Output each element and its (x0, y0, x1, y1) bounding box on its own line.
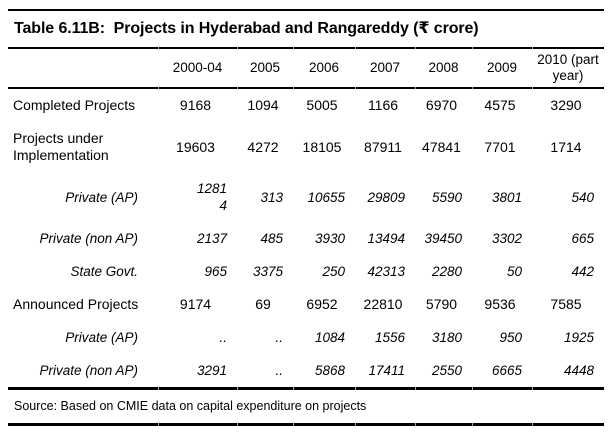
table-cell: 5868 (314, 363, 345, 378)
column-header-2005: 2005 (249, 60, 281, 75)
row-label: Private (AP) (65, 330, 138, 345)
column-header-blank (8, 49, 158, 87)
table-cell: 6970 (425, 97, 458, 113)
table-cell: 1166 (367, 97, 399, 113)
row-projects-under-implementation: Projects under Implementation 19603 4272… (8, 122, 604, 172)
table-cell: 3290 (550, 97, 582, 113)
table-cell: 1925 (563, 330, 594, 345)
header-row: 2000-04 2005 2006 2007 2008 2009 2010 (p… (8, 49, 604, 87)
row-announced-projects: Announced Projects 9174 69 6952 22810 57… (8, 288, 604, 321)
table-cell: 3302 (491, 231, 522, 246)
table-cell: 3801 (491, 189, 522, 205)
table-cell: .. (219, 330, 227, 345)
table-cell: 9536 (484, 296, 516, 312)
table-cell: 19603 (176, 138, 215, 155)
column-header-2007: 2007 (369, 60, 401, 75)
row-label: Announced Projects (13, 296, 139, 312)
row-completed-projects: Completed Projects 9168 1094 5005 1166 6… (8, 89, 604, 122)
table-cell: 1094 (247, 97, 279, 113)
table-cell: 250 (322, 264, 345, 279)
title-row: Table 6.11B: Projects in Hyderabad and R… (8, 11, 604, 47)
table-cell: 3291 (196, 363, 227, 378)
wrapped-value: 1281 4 (196, 181, 227, 213)
row-state-govt: State Govt. 965 3375 250 42313 2280 50 4… (8, 255, 604, 288)
table-cell: 2550 (431, 363, 462, 378)
rule-below-header (8, 87, 604, 89)
table-cell: 1281 4 (158, 172, 237, 222)
table-cell: 69 (255, 296, 271, 312)
table-cell: 22810 (363, 296, 403, 312)
rule-line (8, 423, 604, 426)
table-cell: 485 (260, 231, 283, 246)
rule-line (8, 87, 604, 89)
rule-top (8, 9, 604, 11)
table-cell: 4448 (563, 363, 594, 378)
table-cell: 4575 (484, 97, 516, 113)
table-cell: 4272 (247, 138, 279, 155)
table-cell: .. (275, 330, 283, 345)
rule-below-title (8, 47, 604, 49)
table-cell: 1084 (314, 330, 345, 345)
column-header-2010-part-year: 2010 (part year) (537, 52, 599, 83)
rule-bottom (8, 423, 604, 426)
table-cell: 9174 (179, 296, 212, 312)
column-header-2008: 2008 (428, 60, 459, 75)
row-private-non-ap-announced: Private (non AP) 3291 .. 5868 17411 2550… (8, 354, 604, 387)
table-cell: 5790 (425, 296, 458, 312)
table-cell: 13494 (367, 231, 405, 246)
column-header-2000-04: 2000-04 (172, 60, 223, 75)
table-cell: 50 (506, 264, 522, 279)
table-cell: 442 (571, 264, 594, 279)
table-cell: 7585 (550, 296, 582, 312)
rule-line (8, 47, 604, 49)
table-cell: 313 (260, 189, 283, 205)
table-cell: 18105 (302, 138, 342, 155)
rule-line (8, 9, 604, 11)
row-label: Private (AP) (65, 189, 138, 205)
table-cell: 3375 (252, 264, 283, 279)
table-cell: .. (275, 363, 283, 378)
source-row: Source: Based on CMIE data on capital ex… (8, 390, 604, 423)
column-header-2006: 2006 (308, 60, 340, 75)
table-cell: 1714 (550, 138, 582, 155)
table-cell: 6665 (491, 363, 522, 378)
table-cell: 9168 (179, 97, 212, 113)
table-cell: 540 (571, 189, 594, 205)
table-cell: 3930 (314, 231, 345, 246)
row-private-non-ap-implementation: Private (non AP) 2137 485 3930 13494 394… (8, 222, 604, 255)
table-cell: 39450 (424, 231, 462, 246)
table-cell: 47841 (422, 138, 461, 155)
table-cell: 6952 (306, 296, 338, 312)
table-cell: 950 (499, 330, 522, 345)
table-title: Table 6.11B: Projects in Hyderabad and R… (14, 20, 479, 37)
row-label: Private (non AP) (39, 363, 138, 378)
table-cell: 5590 (431, 189, 462, 205)
table-cell: 5005 (306, 97, 338, 113)
row-label: State Govt. (70, 264, 138, 279)
table-cell: 10655 (307, 189, 345, 205)
table-cell: 3180 (431, 330, 462, 345)
table-cell: 2137 (196, 231, 227, 246)
column-header-2009: 2009 (486, 60, 518, 75)
row-label: Completed Projects (13, 97, 136, 113)
table-cell: 29809 (367, 189, 405, 205)
table-cell: 17411 (368, 363, 405, 378)
table-cell: 1556 (374, 330, 405, 345)
row-label: Projects under Implementation (13, 130, 109, 163)
table-cell: 2280 (431, 264, 462, 279)
row-private-ap-implementation: Private (AP) 1281 4 313 10655 29809 5590… (8, 172, 604, 222)
table-cell: 7701 (484, 138, 516, 155)
row-private-ap-announced: Private (AP) .. .. 1084 1556 3180 950 19… (8, 321, 604, 354)
source-note: Source: Based on CMIE data on capital ex… (14, 399, 367, 413)
rule-line (8, 387, 604, 390)
row-label: Private (non AP) (39, 231, 138, 246)
table-cell: 965 (204, 264, 227, 279)
table-cell: 42313 (367, 264, 405, 279)
projects-table: Table 6.11B: Projects in Hyderabad and R… (8, 9, 604, 426)
rule-above-source (8, 387, 604, 390)
table-cell: 87911 (364, 138, 402, 155)
table-cell: 665 (571, 231, 594, 246)
